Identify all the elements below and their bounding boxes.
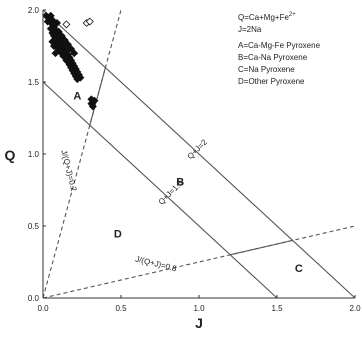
region-label: D [114,229,122,241]
y-tick-label: 0.0 [28,294,40,303]
legend-text: B=Ca-Na Pyroxene [238,53,308,62]
y-axis-label: Q [5,147,16,163]
x-tick-label: 0.0 [37,304,49,313]
boundary-line [89,67,106,126]
data-point-filled-diamond [88,102,97,111]
region-label: A [73,90,81,102]
line-label: J/(Q+J)=0.2 [59,149,78,193]
data-point-filled-diamond [51,49,60,58]
data-point-filled-diamond [59,52,68,61]
data-points [42,11,99,111]
legend-line: D=Other Pyroxene [238,77,305,86]
region-labels: A B C D [73,90,303,275]
legend-text: D=Other Pyroxene [238,77,305,86]
data-point-filled-diamond [60,36,69,45]
x-tick-label: 1.0 [193,304,205,313]
data-point-filled-diamond [73,75,82,84]
legend-text: A=Ca-Mg-Fe Pyroxene [238,41,321,50]
x-axis-label: J [195,315,203,331]
x-tick-label: 1.5 [271,304,283,313]
line-label: Q+J=2 [186,137,210,161]
legend-line: A=Ca-Mg-Fe Pyroxene [238,41,321,50]
legend: Q=Ca+Mg+Fe2+ J=2Na A=Ca-Mg-Fe Pyroxene B=Ca… [238,12,321,86]
legend-line: Q=Ca+Mg+Fe2+ [238,12,296,22]
legend-text: Q=Ca+Mg+Fe [238,13,289,22]
region-label: B [176,177,184,189]
boundary-line [42,81,278,299]
legend-line: C=Na Pyroxene [238,65,295,74]
y-tick-label: 0.5 [28,222,40,231]
y-tick-label: 1.0 [28,150,40,159]
data-point-filled-diamond [49,42,58,50]
region-label: C [295,263,303,275]
boundary-line [42,225,356,299]
data-point-filled-diamond [54,27,63,36]
data-point-filled-diamond [53,18,62,27]
y-tick-label: 1.5 [28,78,40,87]
boundary-line [42,9,356,299]
line-label: Q+J=1.5 [157,178,185,206]
legend-line: J=2Na [238,25,262,34]
x-tick-labels: 0.0 0.5 1.0 1.5 2.0 [37,295,361,313]
data-point-filled-diamond [62,56,71,65]
data-point-open-diamond [62,20,71,29]
data-point-filled-diamond [63,40,72,49]
legend-text: J=2Na [238,25,262,34]
x-tick-label: 2.0 [349,304,361,313]
data-point-filled-diamond [57,31,66,40]
boundary-lines [42,9,356,299]
boundary-line [42,9,122,299]
y-tick-labels: 0.0 0.5 1.0 1.5 2.0 [28,6,46,303]
boundary-line [230,239,293,256]
line-label: J/(Q+J)=0.8 [134,254,178,273]
legend-superscript: 2+ [289,12,296,18]
legend-text: C=Na Pyroxene [238,65,295,74]
data-point-open-diamond [85,17,94,26]
line-labels: Q+J=2Q+J=1.5 J/(Q+J)=0.2 J/(Q+J)=0.8 [59,137,209,273]
y-tick-label: 2.0 [28,6,40,15]
data-point-filled-diamond [67,44,76,53]
legend-line: B=Ca-Na Pyroxene [238,53,308,62]
data-point-filled-diamond [46,11,55,20]
x-tick-label: 0.5 [115,304,127,313]
data-point-filled-diamond [70,49,79,58]
